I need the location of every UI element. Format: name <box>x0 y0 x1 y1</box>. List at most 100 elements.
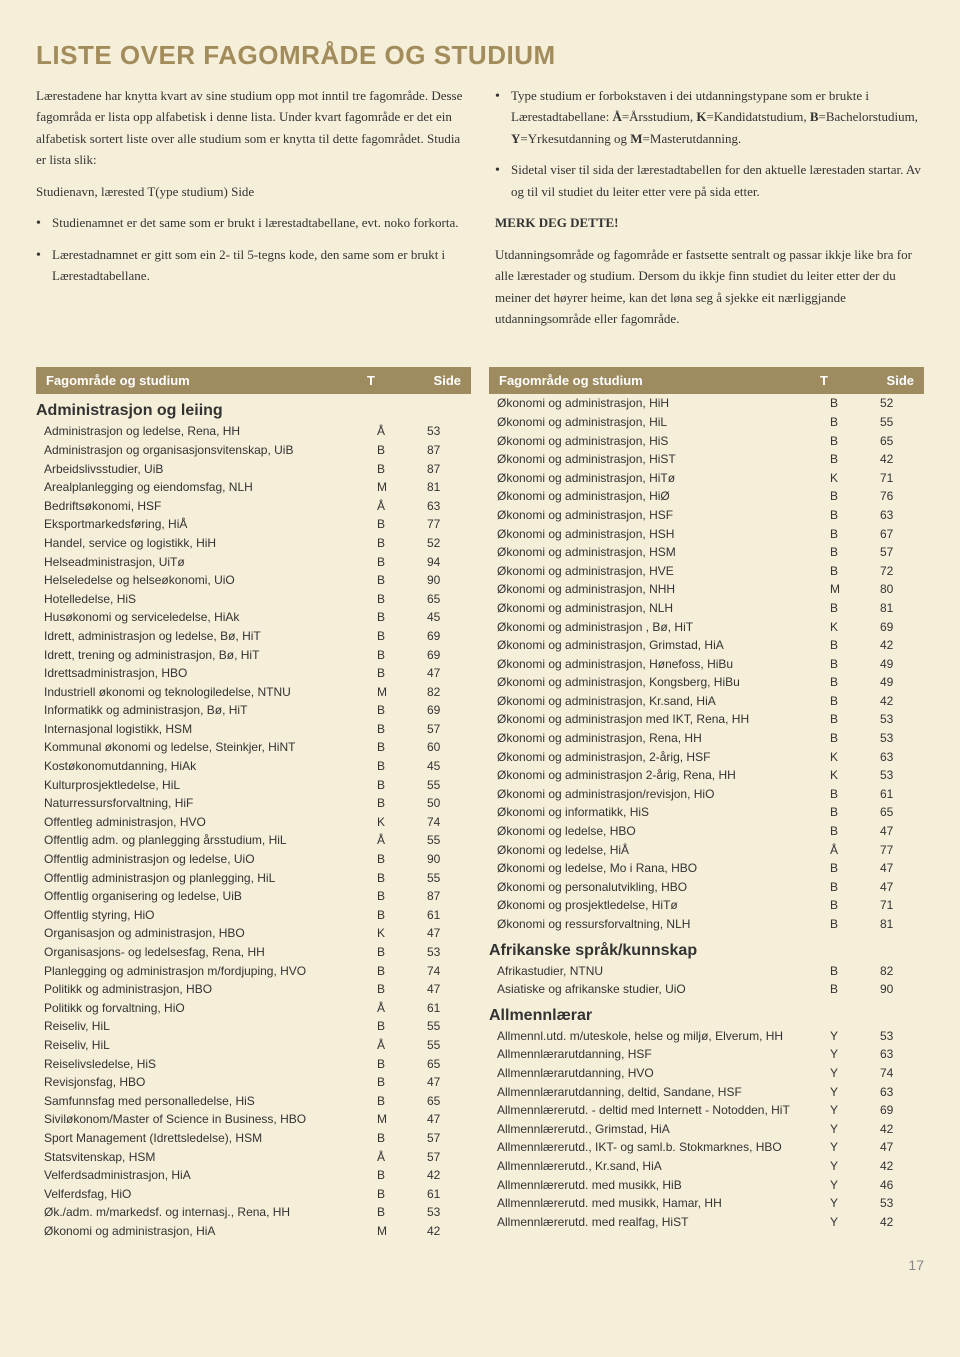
row-name: Allmennlærerutd., Grimstad, HiA <box>497 1120 830 1139</box>
row-name: Idrettsadministrasjon, HBO <box>44 664 377 683</box>
row-name: Helseadministrasjon, UiTø <box>44 553 377 572</box>
row-side: 61 <box>427 999 471 1018</box>
row-side: 53 <box>880 1027 924 1046</box>
row-name: Økonomi og ledelse, Mo i Rana, HBO <box>497 859 830 878</box>
section-allmenn: Allmennlærar <box>489 999 924 1027</box>
page-number: 17 <box>36 1257 924 1273</box>
row-side: 42 <box>880 636 924 655</box>
section-admin: Administrasjon og leiing <box>36 394 471 422</box>
table-row: Økonomi og informatikk, HiSB65 <box>489 803 924 822</box>
row-side: 69 <box>427 701 471 720</box>
table-row: Helseledelse og helseøkonomi, UiOB90 <box>36 571 471 590</box>
row-type: B <box>830 729 880 748</box>
table-row: Allmennlærerutd. med realfag, HiSTY42 <box>489 1213 924 1232</box>
section-afrik: Afrikanske språk/kunnskap <box>489 934 924 962</box>
row-name: Allmennlærerutd. med musikk, HiB <box>497 1176 830 1195</box>
merk-heading: MERK DEG DETTE! <box>495 212 924 233</box>
th-type: T <box>820 373 870 388</box>
table-row: Samfunnsfag med personalledelse, HiSB65 <box>36 1092 471 1111</box>
row-type: B <box>830 692 880 711</box>
table-row: Økonomi og ressursforvaltning, NLHB81 <box>489 915 924 934</box>
table-row: Offentlig organisering og ledelse, UiBB8… <box>36 887 471 906</box>
row-type: K <box>830 766 880 785</box>
row-name: Økonomi og administrasjon 2-årig, Rena, … <box>497 766 830 785</box>
row-name: Økonomi og administrasjon, HiST <box>497 450 830 469</box>
page-title: LISTE OVER FAGOMRÅDE OG STUDIUM <box>36 40 924 71</box>
row-type: Y <box>830 1120 880 1139</box>
row-type: B <box>830 962 880 981</box>
row-type: B <box>377 553 427 572</box>
row-type: B <box>377 1185 427 1204</box>
row-name: Handel, service og logistikk, HiH <box>44 534 377 553</box>
row-side: 82 <box>880 962 924 981</box>
table-row: Økonomi og administrasjon, HiHB52 <box>489 394 924 413</box>
table-row: Økonomi og administrasjon, Kr.sand, HiAB… <box>489 692 924 711</box>
table-row: Offentlig administrasjon og ledelse, UiO… <box>36 850 471 869</box>
row-type: B <box>377 701 427 720</box>
row-side: 57 <box>427 720 471 739</box>
table-row: Organisasjons- og ledelsesfag, Rena, HHB… <box>36 943 471 962</box>
row-name: Statsvitenskap, HSM <box>44 1148 377 1167</box>
row-side: 47 <box>880 878 924 897</box>
row-name: Økonomi og personalutvikling, HBO <box>497 878 830 897</box>
table-row: Økonomi og administrasjon, HiØB76 <box>489 487 924 506</box>
row-side: 52 <box>427 534 471 553</box>
row-name: Økonomi og administrasjon, Grimstad, HiA <box>497 636 830 655</box>
row-side: 55 <box>427 1036 471 1055</box>
table-row: Økonomi og administrasjon, Grimstad, HiA… <box>489 636 924 655</box>
row-type: K <box>377 924 427 943</box>
row-side: 55 <box>880 413 924 432</box>
table-row: Økonomi og prosjektledelse, HiTøB71 <box>489 896 924 915</box>
row-side: 65 <box>427 1092 471 1111</box>
row-name: Økonomi og administrasjon, HiØ <box>497 487 830 506</box>
row-name: Økonomi og administrasjon, HVE <box>497 562 830 581</box>
row-side: 72 <box>880 562 924 581</box>
table-row: Allmennlærerutd. - deltid med Internett … <box>489 1101 924 1120</box>
left-table: Fagområde og studium T Side Administrasj… <box>36 367 471 1240</box>
row-type: B <box>830 525 880 544</box>
table-row: Idrettsadministrasjon, HBOB47 <box>36 664 471 683</box>
table-row: Økonomi og administrasjon, HSHB67 <box>489 525 924 544</box>
table-row: Allmennlærerutd., Grimstad, HiAY42 <box>489 1120 924 1139</box>
row-side: 57 <box>880 543 924 562</box>
row-name: Økonomi og prosjektledelse, HiTø <box>497 896 830 915</box>
table-row: Revisjonsfag, HBOB47 <box>36 1073 471 1092</box>
row-name: Reiselivsledelse, HiS <box>44 1055 377 1074</box>
row-type: B <box>377 1055 427 1074</box>
row-name: Afrikastudier, NTNU <box>497 962 830 981</box>
row-side: 55 <box>427 869 471 888</box>
table-row: Offentlig styring, HiOB61 <box>36 906 471 925</box>
row-name: Internasjonal logistikk, HSM <box>44 720 377 739</box>
row-side: 42 <box>880 1120 924 1139</box>
row-side: 42 <box>880 450 924 469</box>
table-row: Velferdsfag, HiOB61 <box>36 1185 471 1204</box>
intro-b2: Lærestadnamnet er gitt som ein 2- til 5-… <box>36 244 465 287</box>
row-type: B <box>377 1017 427 1036</box>
row-type: Y <box>830 1064 880 1083</box>
row-type: B <box>377 664 427 683</box>
row-side: 47 <box>880 1138 924 1157</box>
row-type: Å <box>377 999 427 1018</box>
row-name: Allmennlærerutd., Kr.sand, HiA <box>497 1157 830 1176</box>
row-side: 47 <box>880 822 924 841</box>
intro-left: Lærestadene har knytta kvart av sine stu… <box>36 85 465 339</box>
row-type: B <box>377 887 427 906</box>
row-type: B <box>830 915 880 934</box>
table-row: Industriell økonomi og teknologiledelse,… <box>36 683 471 702</box>
table-row: Økonomi og administrasjon/revisjon, HiOB… <box>489 785 924 804</box>
table-row: Økonomi og administrasjon, HSMB57 <box>489 543 924 562</box>
table-row: Sport Management (Idrettsledelse), HSMB5… <box>36 1129 471 1148</box>
table-row: Helseadministrasjon, UiTøB94 <box>36 553 471 572</box>
row-type: B <box>377 906 427 925</box>
row-side: 77 <box>880 841 924 860</box>
merk-text: Utdanningsområde og fagområde er fastset… <box>495 244 924 330</box>
row-name: Reiseliv, HiL <box>44 1036 377 1055</box>
table-row: Økonomi og ledelse, HiÅÅ77 <box>489 841 924 860</box>
row-side: 47 <box>427 1110 471 1129</box>
row-side: 53 <box>427 422 471 441</box>
row-name: Allmennlærarutdanning, HSF <box>497 1045 830 1064</box>
table-row: Reiseliv, HiLB55 <box>36 1017 471 1036</box>
row-type: B <box>377 515 427 534</box>
row-name: Økonomi og administrasjon, HSF <box>497 506 830 525</box>
table-row: Allmennl.utd. m/uteskole, helse og miljø… <box>489 1027 924 1046</box>
